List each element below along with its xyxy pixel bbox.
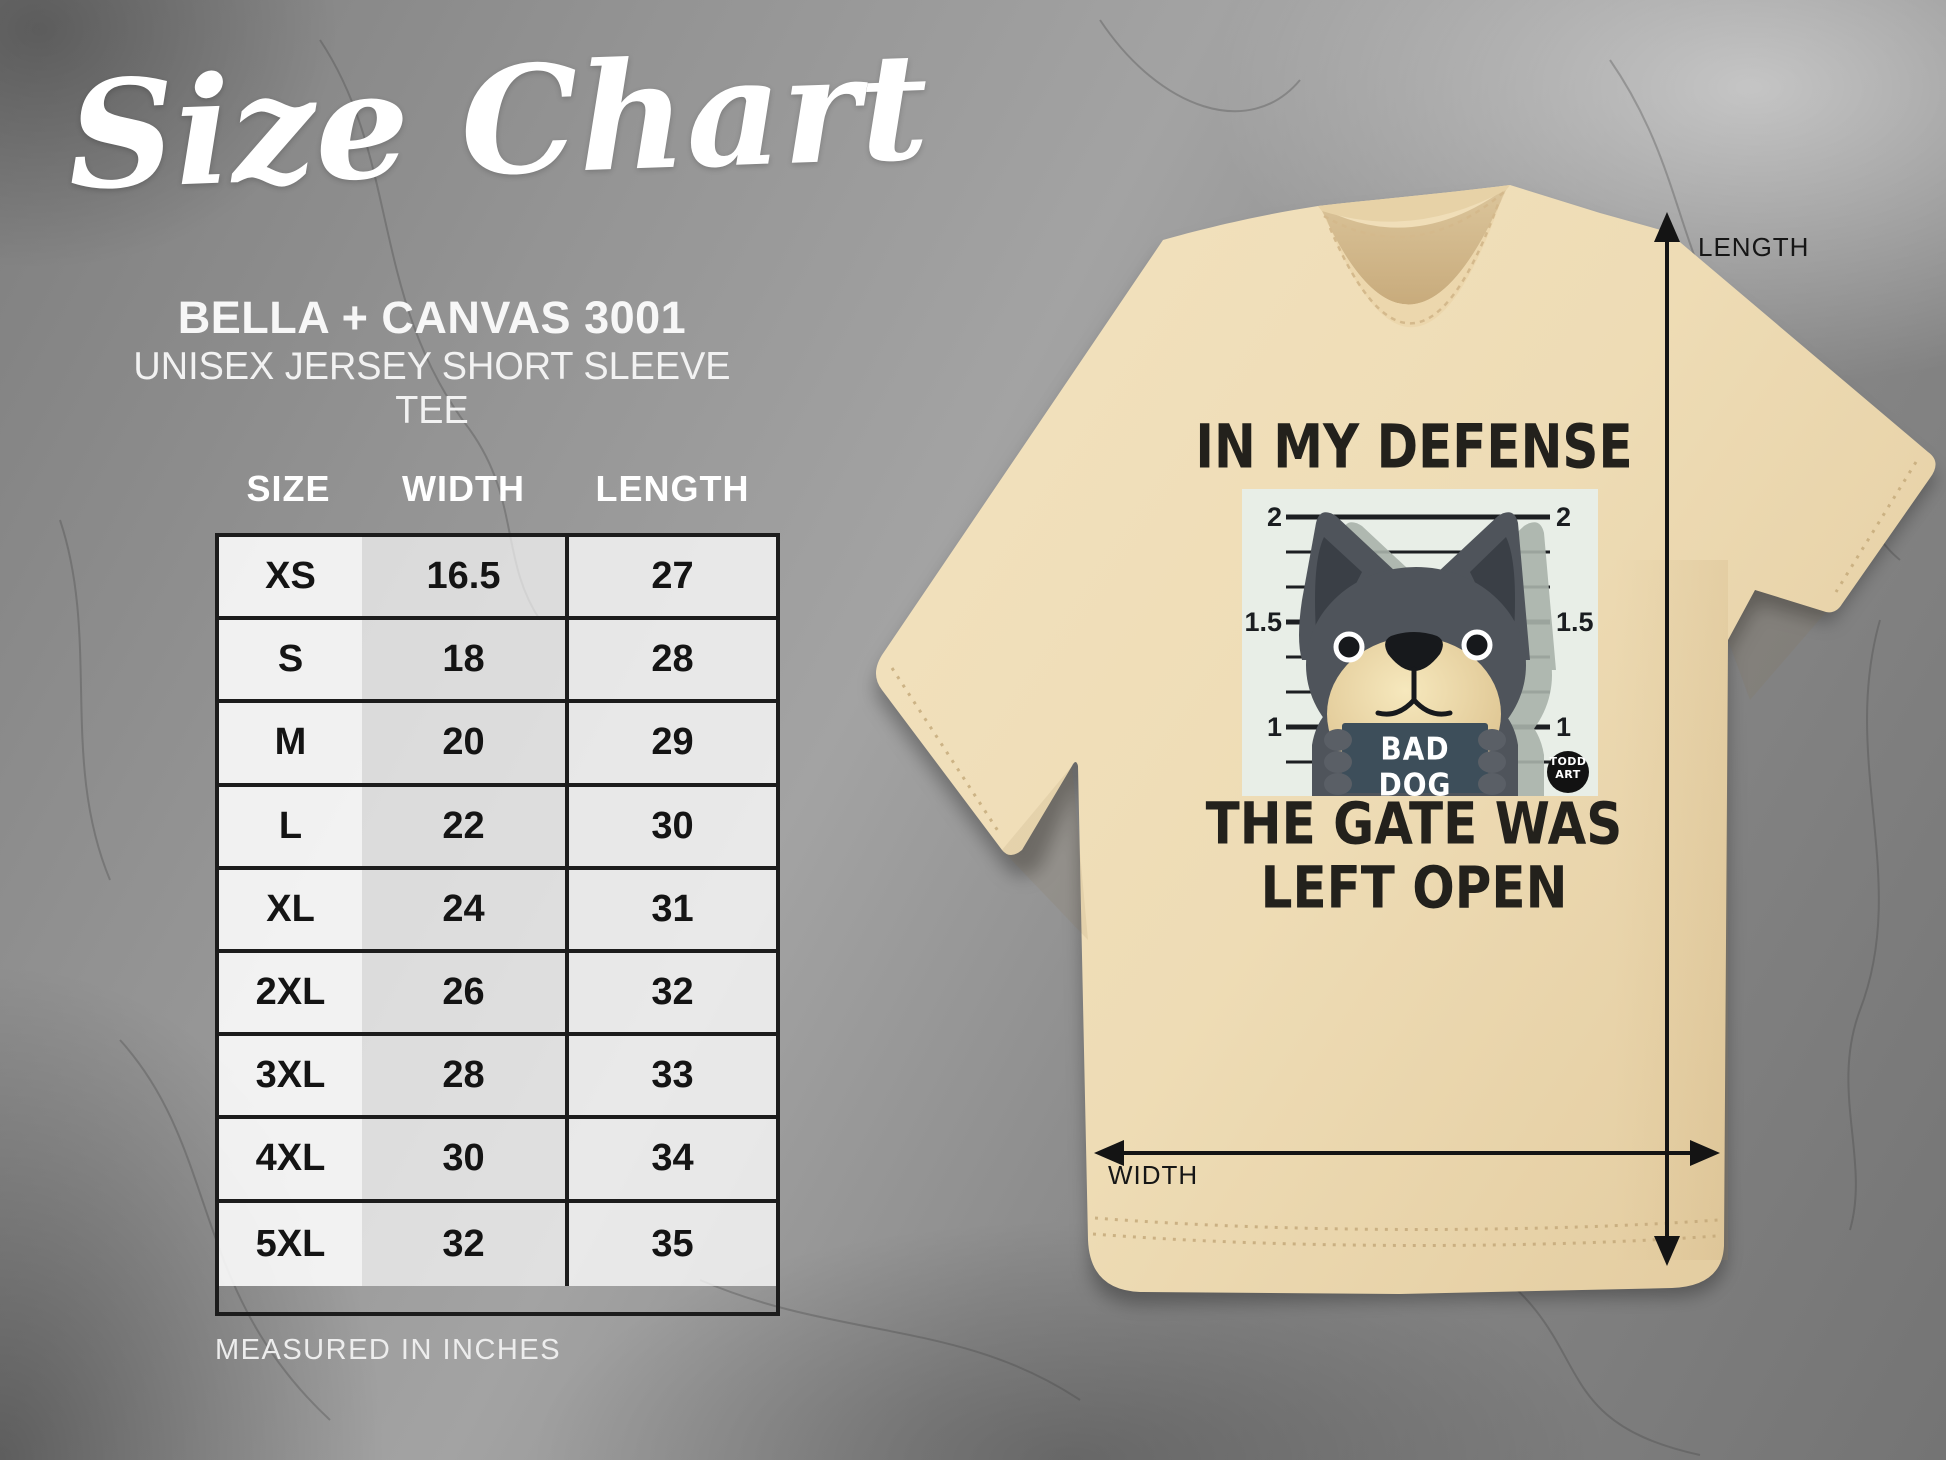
mugshot-marker-label: 2 <box>1556 502 1572 532</box>
table-cell: 3XL <box>219 1036 362 1116</box>
product-description: UNISEX JERSEY SHORT SLEEVE TEE <box>133 345 731 432</box>
table-cell: L <box>219 786 362 866</box>
table-cell: 4XL <box>219 1119 362 1199</box>
dog-illustration <box>1299 512 1530 796</box>
mugshot-marker-label: 1.5 <box>1556 607 1594 637</box>
artist-badge <box>1547 751 1589 793</box>
table-cell: 2XL <box>219 952 362 1033</box>
width-arrow <box>1094 1140 1720 1166</box>
shirt-text-bottom-line1: THE GATE WAS <box>1205 790 1623 858</box>
table-cell: 32 <box>362 1202 565 1286</box>
table-cell: XS <box>219 537 362 617</box>
table-cell: XL <box>219 869 362 949</box>
table-row: XL 24 31 <box>219 869 776 953</box>
table-cell: 34 <box>565 1119 776 1199</box>
table-cell: 29 <box>565 703 776 783</box>
table-row: L 22 30 <box>219 786 776 870</box>
table-row: 5XL 32 35 <box>219 1202 776 1286</box>
page-title: Size Chart <box>64 19 931 223</box>
table-cell: 35 <box>565 1202 776 1286</box>
table-cell: 22 <box>362 786 565 866</box>
table-row: M 20 29 <box>219 703 776 787</box>
mugshot-marker-label: 1.5 <box>1244 607 1282 637</box>
table-cell: 18 <box>362 620 565 700</box>
length-arrow <box>1654 212 1680 1266</box>
table-row: 3XL 28 33 <box>219 1036 776 1120</box>
column-header-size: SIZE <box>246 468 331 509</box>
table-cell: 28 <box>565 620 776 700</box>
shirt-side-shade <box>1614 560 1728 1260</box>
column-header-length: LENGTH <box>595 468 750 509</box>
table-cell: 30 <box>362 1119 565 1199</box>
artist-badge-text: TODD ART <box>1545 755 1591 781</box>
table-cell: 31 <box>565 869 776 949</box>
table-row: 2XL 26 32 <box>219 952 776 1037</box>
collar <box>1318 185 1510 328</box>
table-cell: 32 <box>565 952 776 1033</box>
artist-badge-line1: TODD <box>1549 755 1587 768</box>
table-cell: 24 <box>362 869 565 949</box>
width-arrow-label: WIDTH <box>1108 1160 1199 1190</box>
mugshot-marker-label: 1 <box>1556 712 1572 742</box>
table-cell: M <box>219 703 362 783</box>
table-row: S 18 28 <box>219 620 776 704</box>
table-cell: 27 <box>565 537 776 617</box>
bad-dog-sign-text: BAD DOG <box>1378 730 1452 804</box>
shirt-text-bottom: THE GATE WAS LEFT OPEN <box>1154 792 1674 921</box>
table-cell: 33 <box>565 1036 776 1116</box>
product-name: BELLA + CANVAS 3001 <box>177 292 687 343</box>
table-cell: S <box>219 620 362 700</box>
mugshot-marker-label: 1 <box>1266 712 1282 742</box>
mugshot-marker-label: 2 <box>1266 502 1282 532</box>
size-table-body: XS 16.5 27 S 18 28 M 20 29 L 22 30 XL 24 31 2XL 26 32 3XL 2… <box>215 533 780 1316</box>
shirt-text-bottom-line2: LEFT OPEN <box>1260 854 1568 922</box>
column-header-width: WIDTH <box>402 468 525 509</box>
sleeve-underarm-shade <box>1002 766 1088 940</box>
table-cell: 28 <box>362 1036 565 1116</box>
measurement-note: MEASURED IN INCHES <box>215 1334 562 1366</box>
shirt-text-top: IN MY DEFENSE <box>1195 411 1633 483</box>
bad-dog-sign <box>1342 723 1488 793</box>
length-arrow-label: LENGTH <box>1698 232 1810 262</box>
table-row: 4XL 30 34 <box>219 1119 776 1203</box>
table-cell: 26 <box>362 952 565 1033</box>
table-cell: 30 <box>565 786 776 866</box>
table-cell: 20 <box>362 703 565 783</box>
sleeve-underarm-shade-right <box>1728 590 1826 700</box>
table-row: XS 16.5 27 <box>219 537 776 621</box>
table-cell: 16.5 <box>362 537 565 617</box>
artist-badge-line2: ART <box>1555 767 1581 781</box>
table-cell: 5XL <box>219 1202 362 1286</box>
